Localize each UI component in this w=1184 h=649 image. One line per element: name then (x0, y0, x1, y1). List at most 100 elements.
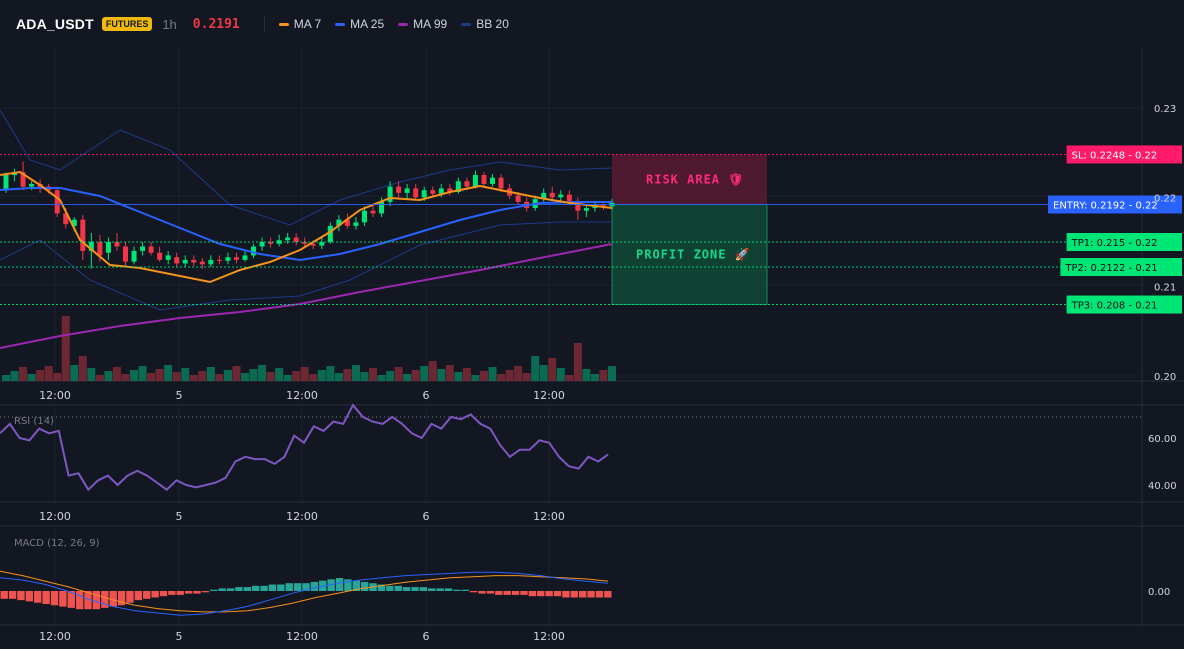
candle-body (498, 177, 504, 189)
volume-bar (147, 373, 156, 381)
candle-body (174, 257, 180, 264)
volume-bar (514, 366, 523, 381)
candle-body (216, 259, 222, 261)
volume-bar (522, 373, 531, 381)
timeframe-label[interactable]: 1h (162, 16, 177, 32)
time-tick: 12:00 (39, 389, 71, 402)
macd-hist-bar (428, 588, 436, 591)
macd-hist-bar (302, 583, 310, 591)
legend-item[interactable]: BB 20 (461, 17, 509, 31)
macd-hist-bar (377, 584, 386, 591)
candle-body (114, 242, 120, 247)
macd-hist-bar (503, 591, 511, 595)
legend-swatch (461, 22, 472, 26)
ma7-line (0, 170, 613, 284)
candle-body (353, 222, 359, 226)
macd-hist-bar (562, 591, 570, 598)
volume-bar (112, 367, 121, 381)
candle-body (421, 190, 427, 198)
volume-bar (87, 368, 96, 381)
macd-hist-bar (386, 585, 394, 591)
symbol-name[interactable]: ADA_USDT (16, 16, 94, 32)
volume-bar (608, 366, 616, 381)
volume-bar (573, 343, 582, 381)
volume-bar (215, 374, 224, 381)
rsi-line (0, 403, 609, 492)
candle-body (387, 186, 393, 202)
macd-hist-bar (344, 579, 352, 591)
volume-bar (292, 371, 301, 381)
volume-bar (556, 368, 565, 381)
level-tag-entry (1048, 195, 1182, 214)
candle-body (600, 204, 606, 207)
candle-body (259, 242, 265, 247)
volume-bar (462, 368, 471, 381)
macd-hist-bar (310, 581, 319, 591)
volume-bar (266, 372, 275, 381)
time-tick: 6 (423, 510, 430, 523)
macd-hist-bar (260, 585, 268, 591)
ma25-line (0, 187, 612, 262)
candle-body (199, 261, 205, 265)
macd-hist-bar (17, 591, 25, 601)
macd-hist-bar (0, 591, 8, 599)
time-tick: 5 (176, 630, 183, 643)
candle-body (566, 194, 572, 201)
ma99-line (0, 243, 613, 349)
volume-bar (599, 370, 608, 381)
volume-bar (27, 374, 36, 381)
candle-body (122, 246, 128, 262)
volume-bar (240, 373, 249, 381)
macd-hist-bar (277, 584, 285, 591)
volume-bar (36, 370, 45, 381)
legend-swatch (398, 22, 409, 26)
legend-item[interactable]: MA 99 (398, 17, 447, 31)
volume-bar (249, 369, 258, 381)
candle-body (515, 195, 521, 202)
candle-body (319, 242, 325, 246)
macd-tick: 0.00 (1148, 587, 1170, 598)
price-tick: 0.23 (1154, 104, 1176, 115)
candle-body (29, 183, 35, 187)
volume-bar (189, 375, 198, 381)
candle-body (293, 237, 299, 242)
volume-bar (548, 358, 557, 381)
legend-label: MA 25 (350, 17, 385, 31)
legend-item[interactable]: MA 25 (335, 17, 384, 31)
macd-hist-bar (553, 591, 562, 597)
bollinger-bands (0, 109, 613, 311)
volume-bar (283, 375, 292, 381)
level-tag-label: TP3: 0.208 - 0.21 (1071, 301, 1158, 312)
macd-signal-line (0, 570, 609, 613)
macd-hist-bar (285, 583, 293, 591)
legend-swatch (278, 22, 289, 26)
candle-body (225, 257, 231, 261)
macd-hist-bar (268, 584, 277, 591)
macd-hist-bar (461, 589, 469, 591)
candle-body (379, 201, 385, 214)
volume-bar (437, 369, 446, 381)
volume-bar (95, 375, 104, 381)
volume-bar (539, 365, 548, 381)
candle-body (302, 242, 308, 244)
level-tag-tp (1066, 295, 1182, 314)
candle-body (370, 210, 376, 214)
candle-body (268, 242, 274, 244)
candle-body (549, 192, 555, 198)
volume-bar (369, 368, 378, 381)
rsi-tick: 40.00 (1148, 481, 1177, 492)
level-tag-tp (1066, 233, 1182, 251)
candle-body (208, 259, 214, 265)
candle-body (3, 175, 9, 191)
volume-bar (232, 366, 241, 381)
macd-hist-bar (243, 587, 252, 591)
macd-hist-bar (444, 588, 453, 591)
candle-body (583, 208, 589, 211)
macd-hist-bar (143, 591, 151, 599)
legend-swatch (335, 22, 346, 26)
volume-bar (138, 366, 147, 381)
volume-bar (590, 374, 599, 381)
rsi-pane: RSI (14) 60.00 40.00 (0, 403, 1177, 492)
legend-item[interactable]: MA 7 (278, 17, 321, 31)
